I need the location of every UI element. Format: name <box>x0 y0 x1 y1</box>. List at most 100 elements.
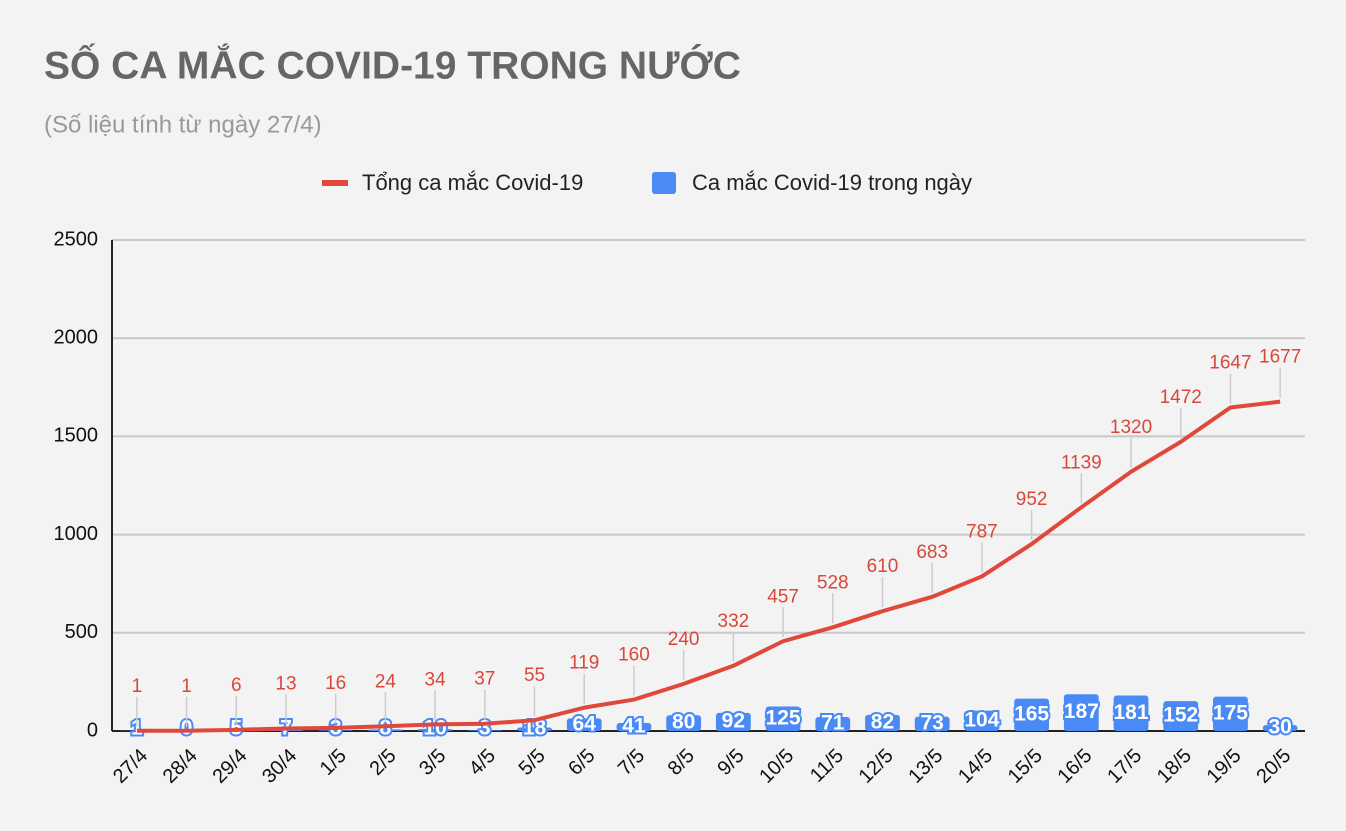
bar <box>318 730 354 731</box>
data-label: 13 <box>275 673 296 694</box>
bar-label: 125 <box>766 706 801 729</box>
bar <box>1262 725 1298 731</box>
data-label: 1472 <box>1160 387 1202 408</box>
data-label: 24 <box>375 671 397 692</box>
data-label: 240 <box>668 629 700 650</box>
data-label: 1677 <box>1259 347 1301 368</box>
bar-label: 82 <box>871 710 894 733</box>
x-tick-label: 8/5 <box>664 745 699 780</box>
data-label: 332 <box>718 611 750 632</box>
legend-swatch <box>322 180 348 186</box>
bar <box>964 710 1000 731</box>
x-tick-label: 2/5 <box>365 745 400 780</box>
data-label: 787 <box>966 521 998 542</box>
bar <box>417 729 453 731</box>
legend-swatch <box>652 172 676 194</box>
bar-label: 104 <box>964 708 999 731</box>
data-label: 119 <box>569 653 599 674</box>
x-tick-label: 12/5 <box>855 745 898 788</box>
y-tick-label: 0 <box>87 719 98 741</box>
y-tick-label: 1000 <box>54 523 99 545</box>
bar-label: 187 <box>1064 700 1099 723</box>
x-tick-label: 19/5 <box>1203 745 1246 788</box>
x-tick-label: 28/4 <box>159 745 202 788</box>
bar <box>1213 696 1248 731</box>
bar <box>815 717 851 731</box>
bar <box>616 722 652 731</box>
bar <box>467 730 503 731</box>
x-tick-label: 16/5 <box>1053 745 1096 788</box>
legend-label: Ca mắc Covid-19 trong ngày <box>692 170 972 195</box>
y-tick-label: 1500 <box>54 425 99 447</box>
data-label: 952 <box>1016 489 1048 510</box>
x-tick-label: 20/5 <box>1252 745 1295 788</box>
bar <box>715 712 751 731</box>
x-tick-label: 14/5 <box>954 745 997 788</box>
data-label: 160 <box>618 645 650 666</box>
data-label: 1647 <box>1209 353 1251 374</box>
bar-label: 80 <box>672 711 695 734</box>
x-tick-label: 29/4 <box>208 745 251 788</box>
data-label: 55 <box>524 665 545 686</box>
y-tick-label: 2500 <box>54 228 99 250</box>
data-label: 1 <box>132 676 143 697</box>
data-label: 1139 <box>1061 452 1102 473</box>
x-tick-label: 9/5 <box>713 745 748 780</box>
bar <box>566 718 602 731</box>
data-label: 610 <box>867 556 899 577</box>
x-tick-label: 15/5 <box>1004 745 1047 788</box>
bar-label: 175 <box>1213 701 1248 724</box>
bar <box>1063 694 1099 731</box>
data-label: 528 <box>817 572 849 593</box>
bar-label: 71 <box>821 712 845 735</box>
bar-label: 165 <box>1014 702 1049 725</box>
bar <box>517 727 552 731</box>
bar-label: 3 <box>479 717 491 740</box>
bar <box>1163 701 1199 731</box>
bar-label: 64 <box>573 712 597 735</box>
bar <box>1014 698 1050 731</box>
x-tick-label: 27/4 <box>109 745 152 788</box>
data-label: 37 <box>474 669 495 690</box>
data-label: 1 <box>181 676 192 697</box>
data-label: 683 <box>916 542 948 563</box>
x-tick-label: 11/5 <box>806 745 848 787</box>
data-label: 457 <box>767 586 799 607</box>
bar <box>666 715 702 731</box>
bar <box>367 729 403 731</box>
bar-label: 30 <box>1268 716 1291 739</box>
data-label: 16 <box>325 673 346 694</box>
bar-label: 73 <box>921 711 944 734</box>
x-tick-label: 17/5 <box>1103 745 1146 788</box>
x-tick-label: 3/5 <box>415 745 450 780</box>
x-tick-label: 4/5 <box>465 745 500 780</box>
data-label: 1320 <box>1110 417 1152 438</box>
x-tick-label: 30/4 <box>258 745 301 788</box>
y-tick-label: 2000 <box>54 326 99 348</box>
bar-label: 41 <box>622 715 646 738</box>
line <box>136 399 1281 733</box>
x-tick-label: 10/5 <box>755 745 798 788</box>
bar-label: 1 <box>131 717 143 740</box>
x-tick-label: 5/5 <box>515 745 550 780</box>
y-tick-label: 500 <box>65 621 98 643</box>
chart-title: SỐ CA MẮC COVID-19 TRONG NƯỚC <box>44 42 741 87</box>
chart-subtitle: (Số liệu tính từ ngày 27/4) <box>44 111 322 138</box>
legend-label: Tổng ca mắc Covid-19 <box>362 170 583 195</box>
x-tick-label: 1/5 <box>316 745 351 780</box>
bar-label: 92 <box>722 710 745 733</box>
data-label: 6 <box>231 675 242 696</box>
x-tick-label: 7/5 <box>614 745 649 780</box>
x-tick-label: 13/5 <box>904 745 947 788</box>
x-tick-label: 6/5 <box>564 745 599 780</box>
bar-label: 0 <box>181 717 193 740</box>
bar-label: 152 <box>1163 704 1198 727</box>
bar-label: 181 <box>1113 701 1148 724</box>
bar <box>1113 695 1149 731</box>
bar <box>865 714 900 731</box>
data-label: 34 <box>425 669 447 690</box>
bar <box>765 706 801 731</box>
bar <box>914 716 950 731</box>
x-tick-label: 18/5 <box>1153 745 1196 788</box>
